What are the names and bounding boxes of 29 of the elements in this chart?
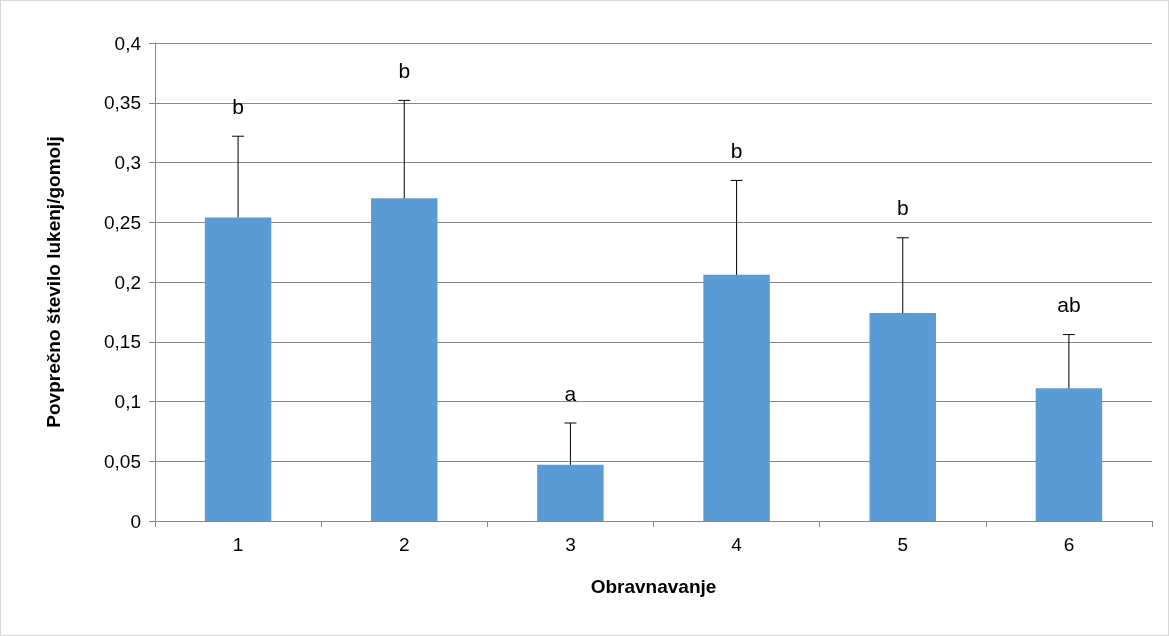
x-tick-label: 5 [897,534,909,555]
annotation: b [896,196,909,220]
x-tick-label: 2 [398,534,410,555]
y-tick-label: 0,3 [114,152,141,173]
x-tick-label: 4 [731,534,743,555]
x-tick-label: 3 [565,534,576,555]
y-tick-label: 0,2 [114,271,141,293]
y-tick-label: 0,15 [104,331,141,353]
annotation: b [730,138,743,162]
bar [537,464,604,521]
bar [1035,388,1103,521]
y-axis-title: Povprečno število lukenj/gomolj [43,136,64,428]
annotation: b [398,58,411,82]
annotation: ab [1057,293,1081,317]
y-tick-label: 0,4 [114,32,142,54]
x-axis-title: Obravnavanje [590,576,717,597]
bar [703,274,770,521]
bar [371,198,438,521]
y-tick-label: 0,05 [104,450,141,472]
annotation: b [232,94,244,118]
y-tick-label: 0,35 [104,92,141,114]
x-tick-label: 6 [1063,534,1075,555]
y-tick-label: 0,25 [104,211,141,233]
bar [204,217,272,521]
bar [869,313,936,521]
y-tick-label: 0 [130,510,141,532]
y-tick-label: 0,1 [114,391,141,412]
x-tick-label: 1 [232,534,244,555]
annotation: a [564,381,577,405]
